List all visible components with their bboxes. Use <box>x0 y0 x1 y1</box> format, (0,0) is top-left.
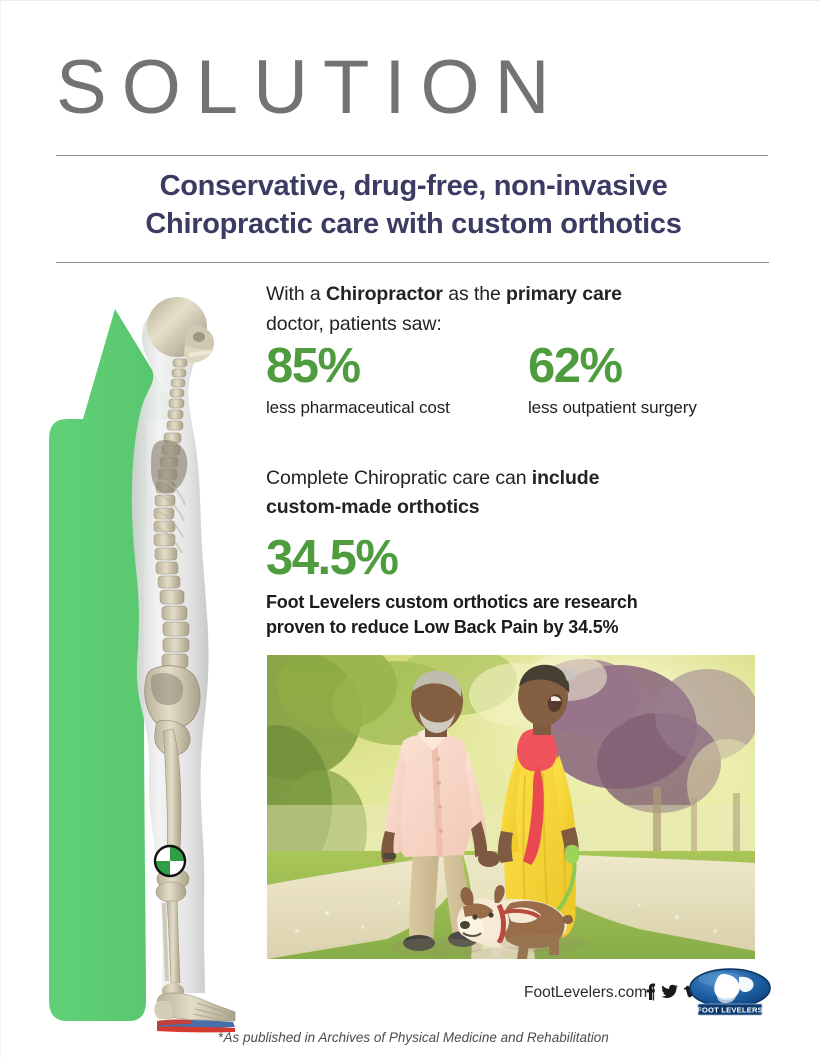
citation-journal: Archives of Physical Medicine and Rehabi… <box>318 1030 609 1045</box>
stat-block-2: Complete Chiropratic care can include cu… <box>266 464 766 640</box>
lead-1-bold-2: primary care <box>506 283 622 305</box>
lead-1-part-2: as the <box>442 283 507 305</box>
facebook-icon[interactable] <box>645 983 656 1000</box>
lead-paragraph-2: Complete Chiropratic care can include cu… <box>266 464 766 522</box>
citation-asterisk: * <box>218 1030 224 1045</box>
lead-2-bold-1: include <box>531 467 600 489</box>
stat-block-1-lead: With a Chiropractor as the primary care … <box>266 279 766 339</box>
citation-prefix: As published in <box>223 1030 319 1045</box>
lead-2-bold-2: custom-made orthotics <box>266 496 480 518</box>
stat-34-5-description: Foot Levelers custom orthotics are resea… <box>266 590 766 640</box>
stat-label: less outpatient surgery <box>528 398 697 417</box>
upward-green-arrow <box>49 309 182 1021</box>
page-title: SOLUTION <box>56 45 565 130</box>
lead-paragraph-1: With a Chiropractor as the primary care … <box>266 279 766 339</box>
posture-graphic <box>43 279 268 1039</box>
foot-levelers-logo[interactable]: FOOT LEVELERS <box>687 968 773 1016</box>
desc-line-1: Foot Levelers custom orthotics are resea… <box>266 592 638 612</box>
stat-62-percent: 62% less outpatient surgery <box>528 339 697 419</box>
footer-website-label[interactable]: FootLevelers.com | <box>524 984 656 1001</box>
subtitle-line-2: Chiropractic care with custom orthotics <box>145 208 682 240</box>
stat-value: 85% <box>266 339 361 393</box>
desc-line-2: proven to reduce Low Back Pain by 34.5% <box>266 617 619 637</box>
lead-2-part-1: Complete Chiropratic care can <box>266 467 532 489</box>
citation: *As published in Archives of Physical Me… <box>41 1029 786 1047</box>
logo-wordmark: FOOT LEVELERS <box>697 1005 763 1014</box>
lower-back-target-marker <box>153 844 187 878</box>
divider-bottom <box>56 262 769 263</box>
lead-1-part-1: With a <box>266 283 326 305</box>
divider-top <box>56 155 768 156</box>
stat-85-percent: 85% less pharmaceutical cost <box>266 339 450 419</box>
subtitle-line-1: Conservative, drug-free, non-invasive <box>159 170 668 202</box>
page-subtitle: Conservative, drug-free, non-invasive Ch… <box>41 167 786 243</box>
lead-1-bold-1: Chiropractor <box>325 283 443 305</box>
stat-value: 62% <box>528 339 623 393</box>
twitter-icon[interactable] <box>661 984 678 999</box>
lead-1-line-2: doctor, patients saw: <box>266 313 442 335</box>
stat-label: less pharmaceutical cost <box>266 398 450 417</box>
human-skeleton-posture-figure <box>131 297 236 1033</box>
senior-couple-walking-dog-photo <box>267 655 755 959</box>
stats-row: 85% less pharmaceutical cost 62% less ou… <box>266 339 766 424</box>
stat-34-5-percent: 34.5% <box>266 531 399 585</box>
footer: FootLevelers.com | <box>266 966 771 1021</box>
